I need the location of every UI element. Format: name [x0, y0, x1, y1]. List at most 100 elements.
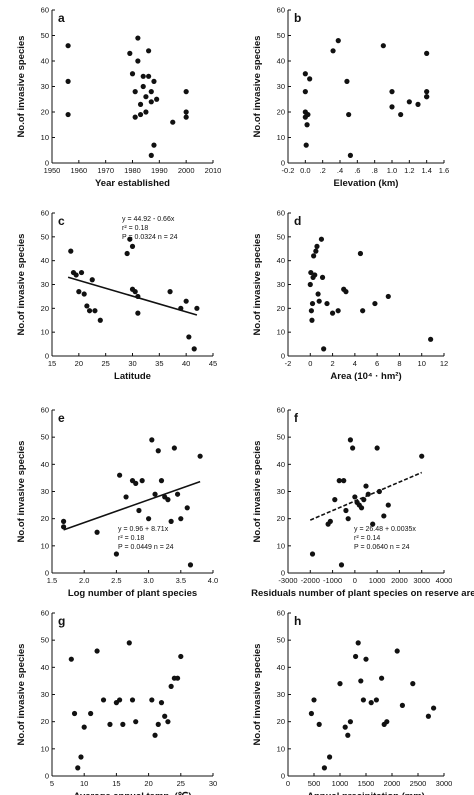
y-axis-title: No.of invasive species: [16, 644, 27, 746]
data-point: [424, 94, 430, 100]
data-point: [363, 656, 369, 662]
data-point: [335, 38, 341, 44]
y-tick-label: 60: [277, 406, 285, 415]
data-point: [137, 101, 144, 107]
data-point: [158, 700, 165, 706]
data-point: [316, 298, 322, 304]
x-tick-label: 4.0: [208, 576, 218, 585]
data-point: [146, 516, 152, 522]
x-tick-label: 25: [177, 779, 185, 788]
y-axis-title: No.of invasive species: [252, 441, 263, 543]
y-tick-label: 50: [41, 232, 49, 241]
x-tick-label: 3.0: [143, 576, 153, 585]
x-tick-label: 15: [112, 779, 120, 788]
x-tick-label: 2000: [391, 576, 408, 585]
y-tick-label: 60: [41, 609, 49, 618]
x-axis-title: Average annual temp. (℃): [73, 791, 191, 795]
y-tick-label: 60: [41, 6, 49, 15]
panel-g: g 0 10 20 30 40 50 60 5 10 15 20 25 30 Average annual …: [16, 609, 217, 795]
data-point: [425, 713, 431, 719]
panel-label: h: [294, 614, 301, 628]
data-point: [135, 310, 141, 316]
data-point: [187, 562, 194, 568]
data-point: [124, 250, 130, 257]
data-point: [71, 710, 78, 717]
panel-b: b 0 10 20 30 40 50 60 -0.2 0.0 .2 .4 .6 .8 1.0 1.2 1.4 1.…: [252, 6, 449, 190]
data-point: [186, 334, 192, 340]
data-point: [78, 269, 85, 276]
y-tick-label: 40: [277, 663, 285, 672]
data-point: [120, 721, 126, 727]
x-tick-label: 1980: [124, 166, 141, 175]
x-tick-label: 1.6: [439, 166, 449, 175]
panel-f: f 0 10 20 30 40 50 60 -3000 -2000 -1000 0 1000 2000 30…: [251, 406, 474, 600]
data-point: [113, 551, 119, 557]
x-tick-label: 1950: [44, 166, 61, 175]
data-point: [174, 491, 181, 497]
data-point: [168, 683, 174, 689]
x-tick-label: 0: [353, 576, 357, 585]
data-point: [137, 111, 144, 118]
x-tick-label: 3000: [413, 576, 430, 585]
y-tick-label: 50: [41, 31, 49, 40]
data-point: [431, 705, 437, 711]
data-point: [344, 78, 350, 84]
y-tick-label: 40: [41, 663, 49, 672]
y-tick-label: 10: [277, 541, 285, 550]
data-point: [389, 89, 395, 95]
data-point: [302, 89, 308, 95]
x-tick-label: 2500: [410, 779, 427, 788]
y-tick-label: 10: [41, 541, 49, 550]
y-tick-label: 50: [277, 31, 285, 40]
x-tick-label: 2000: [384, 779, 401, 788]
x-tick-label: 0.0: [300, 166, 310, 175]
y-tick-label: 50: [277, 636, 285, 645]
data-point: [60, 524, 67, 530]
data-point: [107, 721, 113, 727]
x-tick-label: 20: [144, 779, 152, 788]
data-point: [361, 497, 367, 503]
x-tick-label: 25: [101, 359, 109, 368]
y-tick-label: 10: [41, 133, 49, 142]
data-point: [428, 336, 434, 342]
x-tick-label: 5: [50, 779, 54, 788]
data-point: [184, 505, 190, 511]
x-tick-label: 6: [375, 359, 379, 368]
y-axis-title: No.of invasive species: [252, 234, 263, 336]
data-point: [353, 653, 359, 660]
data-point: [171, 445, 177, 451]
x-axis-title: Latitude: [114, 371, 151, 382]
data-point: [148, 99, 154, 105]
x-tick-label: 0: [286, 779, 290, 788]
data-point: [86, 308, 93, 314]
data-point: [149, 697, 155, 703]
y-tick-label: 50: [277, 232, 285, 241]
x-tick-label: -3000: [278, 576, 297, 585]
data-point: [139, 478, 145, 484]
data-point: [183, 89, 189, 95]
panel-label: c: [58, 214, 65, 228]
data-point: [155, 721, 161, 727]
data-point: [94, 529, 100, 535]
data-point: [75, 765, 81, 771]
data-point: [133, 719, 139, 725]
x-tick-label: 15: [48, 359, 56, 368]
data-point: [350, 445, 356, 451]
data-point: [89, 277, 95, 283]
stats-annotation: y = 26.48 + 0.0035x: [354, 526, 416, 533]
data-point: [352, 494, 358, 500]
data-point: [149, 437, 155, 443]
data-point: [338, 562, 345, 568]
x-axis-title: Annual precipitation (mm): [307, 791, 425, 795]
y-tick-label: 60: [41, 209, 49, 218]
data-point: [140, 83, 146, 90]
data-point: [65, 111, 71, 118]
data-point: [346, 111, 352, 118]
x-tick-label: 1000: [332, 779, 349, 788]
y-tick-label: 30: [277, 280, 285, 289]
data-point: [152, 491, 158, 497]
data-point: [197, 453, 203, 459]
data-point: [135, 58, 141, 64]
data-point: [178, 516, 184, 522]
